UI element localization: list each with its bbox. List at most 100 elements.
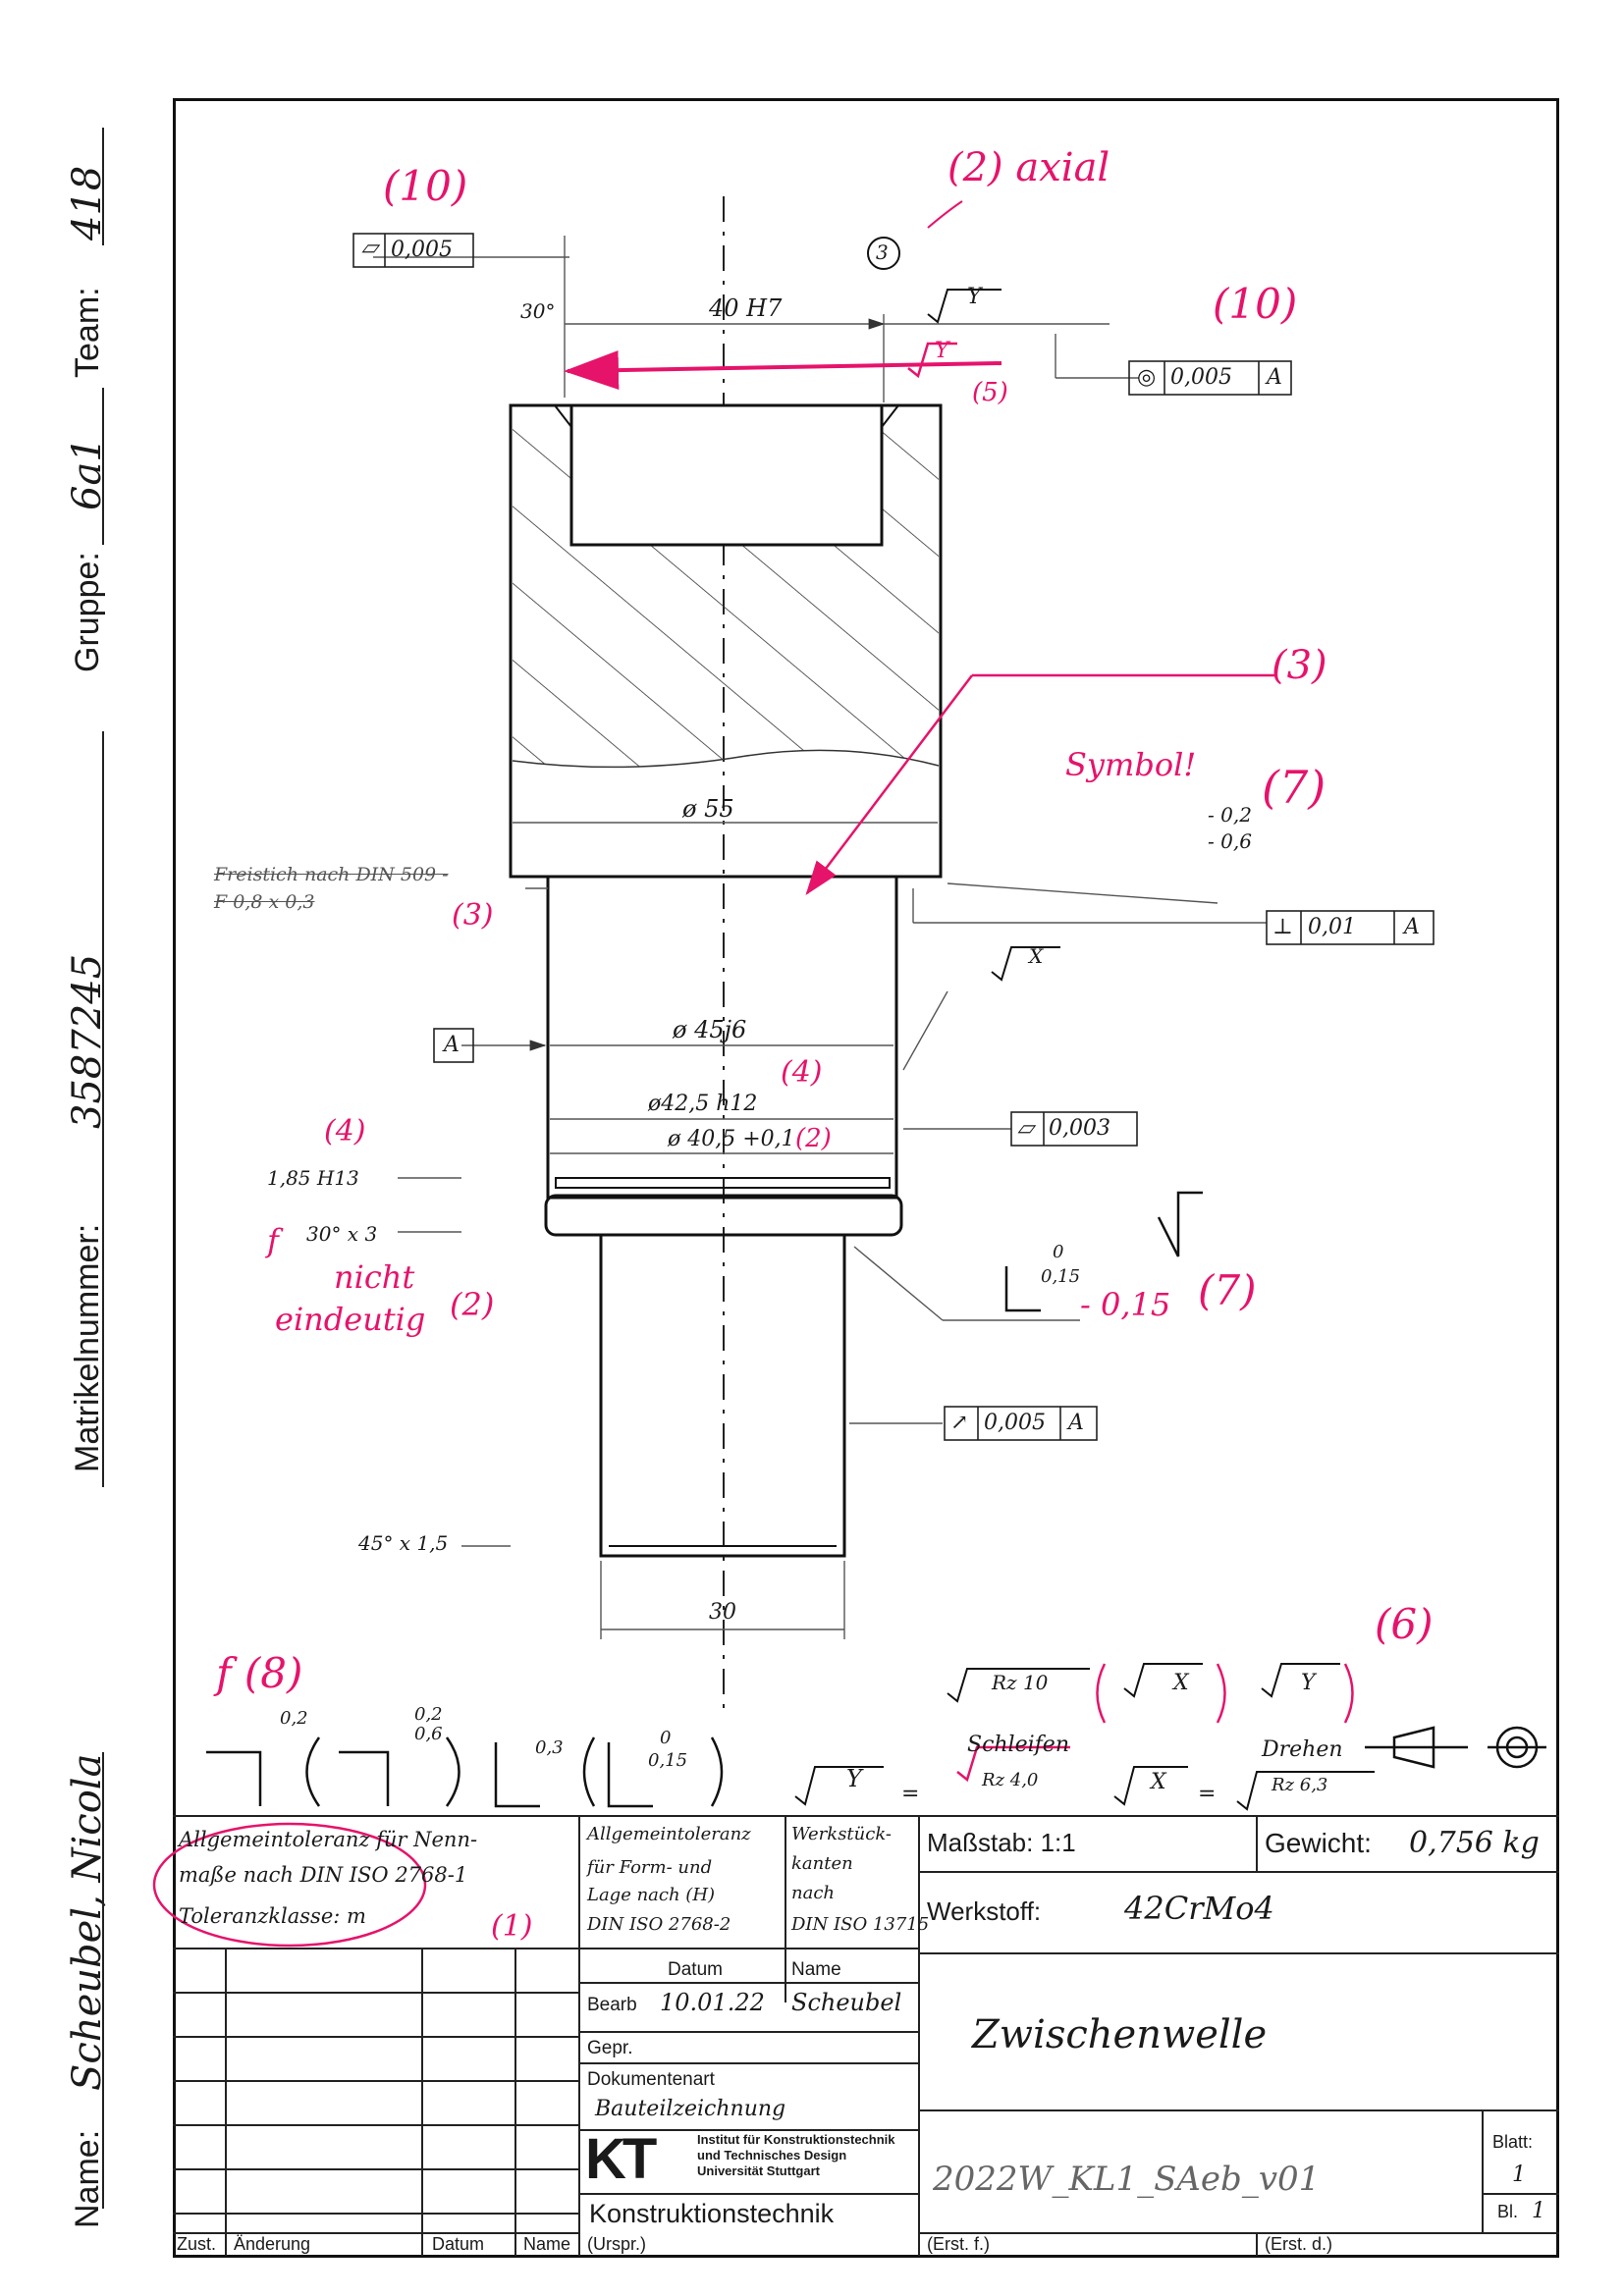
- institute-line-2: und Technisches Design: [697, 2148, 847, 2163]
- concentricity-symbol: ◎: [1137, 365, 1157, 390]
- legend-x: X: [1151, 1770, 1166, 1794]
- chamfer-45: 45° x 1,5: [358, 1531, 449, 1555]
- correction-7b-value: - 0,15: [1080, 1286, 1171, 1323]
- concentricity-datum: A: [1267, 365, 1282, 390]
- runout-tolerance: 0,005: [984, 1411, 1046, 1435]
- diameter-55: ø 55: [682, 795, 734, 823]
- name-column-header: Name: [791, 1959, 841, 1980]
- general-tol-3: Toleranzklasse: m: [179, 1904, 366, 1928]
- flatness-symbol: ⏥: [361, 236, 378, 260]
- shaft-mid: [546, 875, 898, 1200]
- legend-equals-2: =: [1198, 1782, 1217, 1806]
- legend-rz-drehen: Rz 6,3: [1272, 1775, 1328, 1795]
- sheets-label: Bl.: [1497, 2202, 1519, 2221]
- form-tol-3: Lage nach (H): [587, 1885, 716, 1905]
- diameter-30: 30: [709, 1600, 736, 1625]
- general-tol-1: Allgemeintoleranz für Nenn-: [179, 1828, 478, 1851]
- flatness-symbol-2: ⏥: [1017, 1116, 1034, 1141]
- correction-symbol: Symbol!: [1065, 746, 1197, 783]
- datum-a: A: [444, 1033, 460, 1057]
- perpendicularity-tolerance: 0,01: [1308, 915, 1356, 939]
- legend-schleifen: Schleifen: [967, 1733, 1069, 1757]
- edge-symbol-1-value: 0,2: [280, 1708, 308, 1729]
- correction-2-axial: (2) axial: [947, 145, 1110, 190]
- edge-symbol-3-value: 0,3: [535, 1737, 564, 1758]
- legend-rz10: Rz 10: [992, 1671, 1049, 1694]
- correction-8: f (8): [216, 1649, 303, 1697]
- scale-label: Maßstab: 1:1: [927, 1828, 1076, 1857]
- change-label: Änderung: [234, 2234, 311, 2254]
- legend-x-paren: X: [1173, 1671, 1189, 1695]
- runout-datum: A: [1068, 1411, 1084, 1435]
- freistich-line-1: Freistich nach DIN 509 -: [214, 864, 449, 885]
- correction-10a: (10): [383, 162, 468, 210]
- perpendicularity-datum: A: [1404, 915, 1420, 939]
- institute-line-1: Institut für Konstruktionstechnik: [697, 2132, 895, 2147]
- correction-3b: (3): [452, 898, 494, 933]
- date-column-header: Datum: [668, 1959, 723, 1980]
- diameter-42: ø42,5 h12: [648, 1092, 758, 1116]
- surface-y-label: Y: [967, 285, 982, 309]
- runout-symbol: ↗: [950, 1411, 969, 1435]
- team-underline: [102, 128, 104, 245]
- flatness-tolerance-2: 0,003: [1049, 1116, 1110, 1141]
- doc-type-value: Bauteilzeichnung: [595, 2097, 786, 2121]
- sheet-label: Blatt:: [1492, 2132, 1534, 2152]
- edge-upper: - 0,2: [1208, 803, 1252, 827]
- correction-7a: (7): [1262, 761, 1326, 814]
- freistich-line-2: F 0,8 x 0,3: [214, 891, 315, 913]
- doc-type-label: Dokumentenart: [587, 2069, 715, 2090]
- legend-drehen: Drehen: [1262, 1737, 1343, 1762]
- chamfer-30: 30° x 3: [306, 1222, 378, 1246]
- correction-10b: (10): [1213, 280, 1298, 328]
- form-tol-4: DIN ISO 2768-2: [587, 1914, 731, 1935]
- legend-rz-schleifen: Rz 4,0: [982, 1770, 1039, 1790]
- concentricity-tolerance: 0,005: [1170, 365, 1232, 390]
- drawn-name: Scheubel: [791, 1989, 902, 2016]
- legend-y: Y: [846, 1765, 862, 1792]
- edge-std-2: kanten: [791, 1853, 853, 1874]
- gruppe-underline: [102, 388, 104, 545]
- form-tol-1: Allgemeintoleranz: [587, 1824, 751, 1844]
- diameter-40: ø 40,5 +0,1: [668, 1127, 795, 1151]
- institute-line-3: Universität Stuttgart: [697, 2163, 820, 2178]
- correction-2b: (2): [795, 1124, 832, 1153]
- correction-5: (5): [972, 378, 1008, 407]
- shaft-end: [599, 1235, 846, 1558]
- edge-symbol-4-lower: 0,15: [648, 1750, 688, 1771]
- correction-6: (6): [1375, 1600, 1434, 1648]
- correction-f: f: [267, 1222, 279, 1259]
- edge-lower: - 0,6: [1208, 829, 1252, 853]
- correction-3a: (3): [1272, 643, 1327, 688]
- drawing-frame: [173, 98, 1559, 2258]
- edge-symbol-4-upper: 0: [660, 1728, 672, 1748]
- replaces-label: (Erst. f.): [927, 2234, 990, 2254]
- sheet-value: 1: [1512, 2163, 1526, 2187]
- correction-nicht: nicht: [334, 1258, 415, 1296]
- correction-1: (1): [491, 1909, 533, 1944]
- surface-x-label: X: [1029, 944, 1044, 968]
- correction-4a: (4): [781, 1055, 823, 1090]
- revision-label: Zust.: [177, 2234, 217, 2254]
- drawn-by-label: Bearb: [587, 1995, 637, 2015]
- shaft-head: [509, 403, 943, 879]
- diameter-45: ø 45j6: [673, 1016, 747, 1043]
- part-name: Zwischenwelle: [972, 2012, 1268, 2057]
- edge-symbol-2-upper: 0,2: [414, 1704, 443, 1725]
- revision-name-label: Name: [523, 2234, 571, 2254]
- origin-label: (Urspr.): [587, 2234, 646, 2254]
- flatness-tolerance: 0,005: [391, 238, 453, 262]
- replaced-by-label: (Erst. d.): [1265, 2234, 1333, 2254]
- correction-7b: (7): [1198, 1266, 1257, 1314]
- weight-value: 0,756 kg: [1409, 1826, 1540, 1860]
- surface-y-correction: Y: [935, 339, 949, 363]
- legend-equals-1: =: [901, 1782, 920, 1806]
- form-tol-2: für Form- und: [587, 1857, 713, 1878]
- correction-2c: (2): [450, 1286, 495, 1323]
- revision-date-label: Datum: [432, 2234, 485, 2254]
- edge-std-3: nach: [791, 1883, 835, 1903]
- name-underline: [102, 1752, 104, 2209]
- konstruktionstechnik: Konstruktionstechnik: [589, 2199, 835, 2228]
- kt-logo: KT: [585, 2127, 657, 2191]
- correction-4b: (4): [324, 1114, 366, 1148]
